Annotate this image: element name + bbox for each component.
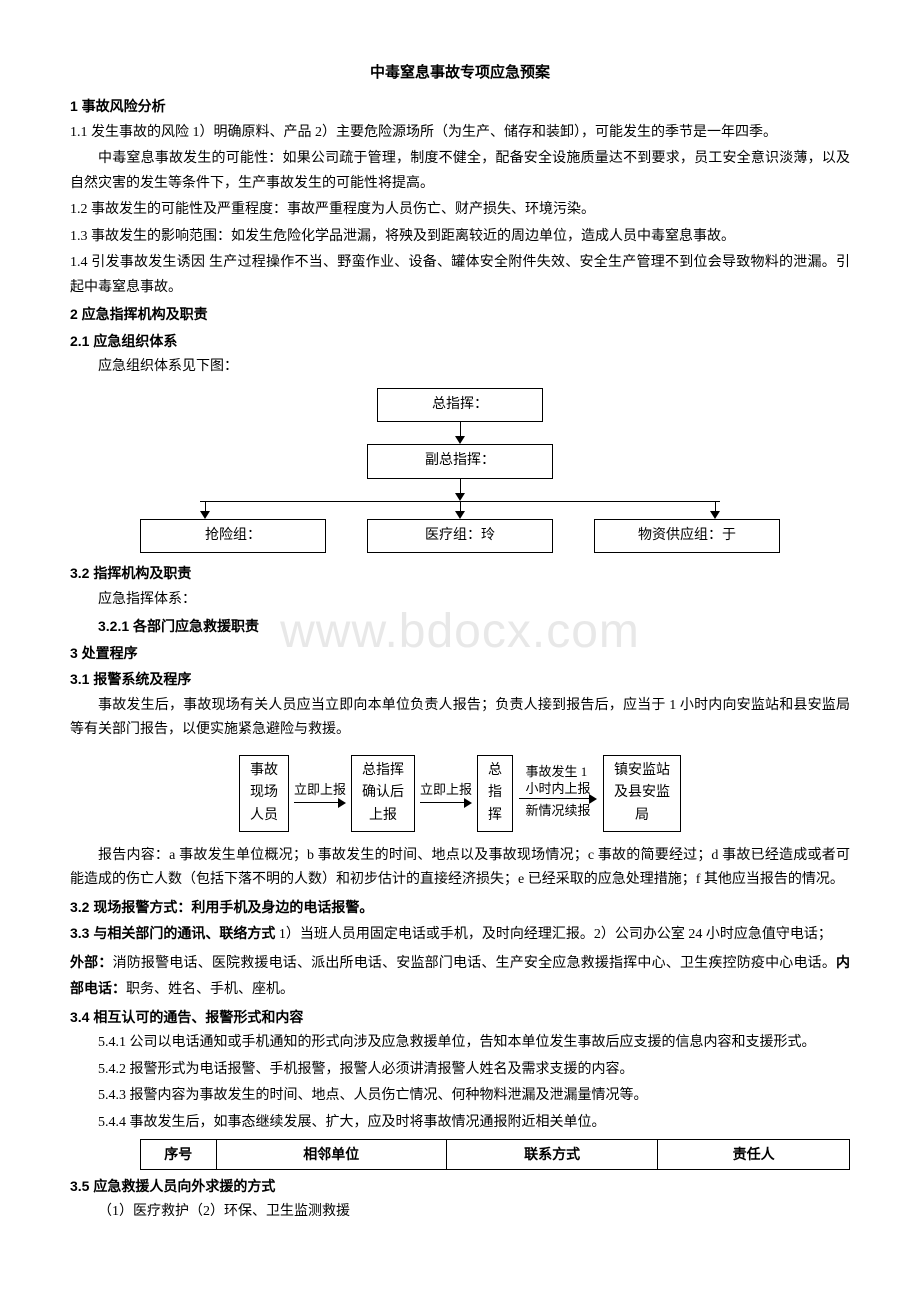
heading-2-1: 2.1 应急组织体系 bbox=[70, 329, 850, 354]
para-report-content: 报告内容：a 事故发生单位概况；b 事故发生的时间、地点以及事故现场情况；c 事… bbox=[70, 844, 850, 893]
heading-3: 3 处置程序 bbox=[70, 641, 850, 666]
para-3-3: 3.3 与相关部门的通讯、联络方式 1）当班人员用固定电话或手机，及时向经理汇报… bbox=[70, 921, 850, 948]
para-5-4-1: 5.4.1 公司以电话通知或手机通知的形式向涉及应急救援单位，告知本单位发生事故… bbox=[70, 1031, 850, 1056]
org-node-b1: 抢险组： bbox=[140, 519, 326, 554]
label-external: 外部： bbox=[70, 954, 113, 970]
heading-1: 1 事故风险分析 bbox=[70, 94, 850, 119]
flow-chart: 事故 现场 人员 立即上报 总指挥 确认后 上报 立即上报 总 指 挥 事故发生… bbox=[70, 755, 850, 832]
th-seq: 序号 bbox=[141, 1140, 217, 1170]
flow-node-4: 镇安监站 及县安监 局 bbox=[603, 755, 681, 832]
para-1-2: 1.2 事故发生的可能性及严重程度：事故严重程度为人员伤亡、财产损失、环境污染。 bbox=[70, 198, 850, 223]
doc-title: 中毒窒息事故专项应急预案 bbox=[70, 60, 850, 86]
para-5-4-3: 5.4.3 报警内容为事故发生的时间、地点、人员伤亡情况、何种物料泄漏及泄漏量情… bbox=[70, 1084, 850, 1109]
table-header-row: 序号 相邻单位 联系方式 责任人 bbox=[141, 1140, 850, 1170]
heading-3-2: 3.2 指挥机构及职责 bbox=[70, 561, 850, 586]
flow-arrow-1: 立即上报 bbox=[289, 779, 351, 808]
text-internal: 职务、姓名、手机、座机。 bbox=[126, 982, 294, 997]
flow-node-2: 总指挥 确认后 上报 bbox=[351, 755, 415, 832]
para-1-3: 1.3 事故发生的影响范围：如发生危险化学品泄漏，将殃及到距离较近的周边单位，造… bbox=[70, 225, 850, 250]
para-3-1: 事故发生后，事故现场有关人员应当立即向本单位负责人报告；负责人接到报告后，应当于… bbox=[70, 694, 850, 743]
heading-3-1: 3.1 报警系统及程序 bbox=[70, 667, 850, 692]
th-responsible: 责任人 bbox=[658, 1140, 850, 1170]
heading-3-2-field: 3.2 现场报警方式：利用手机及身边的电话报警。 bbox=[70, 895, 850, 920]
heading-3-3-lead: 3.3 与相关部门的通讯、联络方式 bbox=[70, 925, 275, 941]
para-5-4-4: 5.4.4 事故发生后，如事态继续发展、扩大，应及时将事故情况通报附近相关单位。 bbox=[70, 1111, 850, 1136]
flow-arrow-3-bot-label: 新情况续报 bbox=[525, 800, 590, 823]
text-external: 消防报警电话、医院救援电话、派出所电话、安监部门电话、生产安全应急救援指挥中心、… bbox=[113, 956, 836, 971]
para-2-1: 应急组织体系见下图： bbox=[70, 355, 850, 380]
org-node-b2: 医疗组：玲 bbox=[367, 519, 553, 554]
org-chart: 总指挥： 副总指挥： 抢险组： 医疗组：玲 物资供应组：于 bbox=[140, 388, 780, 554]
heading-3-4: 3.4 相互认可的通告、报警形式和内容 bbox=[70, 1005, 850, 1030]
para-3-3-tail: 1）当班人员用固定电话或手机，及时向经理汇报。2）公司办公室 24 小时应急值守… bbox=[275, 927, 832, 942]
document-body: 中毒窒息事故专项应急预案 1 事故风险分析 1.1 发生事故的风险 1）明确原料… bbox=[70, 60, 850, 1225]
para-3-2: 应急指挥体系： bbox=[70, 588, 850, 613]
flow-node-3: 总 指 挥 bbox=[477, 755, 513, 832]
th-contact: 联系方式 bbox=[447, 1140, 658, 1170]
heading-3-5: 3.5 应急救援人员向外求援的方式 bbox=[70, 1174, 850, 1199]
flow-arrow-3-top-label: 事故发生 1 小时内上报 bbox=[525, 764, 590, 798]
para-3-5: （1）医疗救护（2）环保、卫生监测救援 bbox=[70, 1200, 850, 1225]
org-node-top: 总指挥： bbox=[377, 388, 543, 423]
flow-arrow-3: 事故发生 1 小时内上报 新情况续报 bbox=[513, 764, 603, 823]
org-node-mid: 副总指挥： bbox=[367, 444, 553, 479]
para-1-1b: 中毒窒息事故发生的可能性：如果公司疏于管理，制度不健全，配备安全设施质量达不到要… bbox=[70, 147, 850, 196]
para-1-4: 1.4 引发事故发生诱因 生产过程操作不当、野蛮作业、设备、罐体安全附件失效、安… bbox=[70, 251, 850, 300]
org-node-b3: 物资供应组：于 bbox=[594, 519, 780, 554]
th-unit: 相邻单位 bbox=[216, 1140, 447, 1170]
para-3-3-ext: 外部：消防报警电话、医院救援电话、派出所电话、安监部门电话、生产安全应急救援指挥… bbox=[70, 950, 850, 1003]
para-5-4-2: 5.4.2 报警形式为电话报警、手机报警，报警人必须讲清报警人姓名及需求支援的内… bbox=[70, 1058, 850, 1083]
heading-3-2-1: 3.2.1 各部门应急救援职责 bbox=[70, 614, 850, 639]
heading-2: 2 应急指挥机构及职责 bbox=[70, 302, 850, 327]
flow-arrow-2: 立即上报 bbox=[415, 779, 477, 808]
para-1-1: 1.1 发生事故的风险 1）明确原料、产品 2）主要危险源场所（为生产、储存和装… bbox=[70, 121, 850, 146]
neighbors-table: 序号 相邻单位 联系方式 责任人 bbox=[140, 1139, 850, 1170]
flow-node-1: 事故 现场 人员 bbox=[239, 755, 289, 832]
